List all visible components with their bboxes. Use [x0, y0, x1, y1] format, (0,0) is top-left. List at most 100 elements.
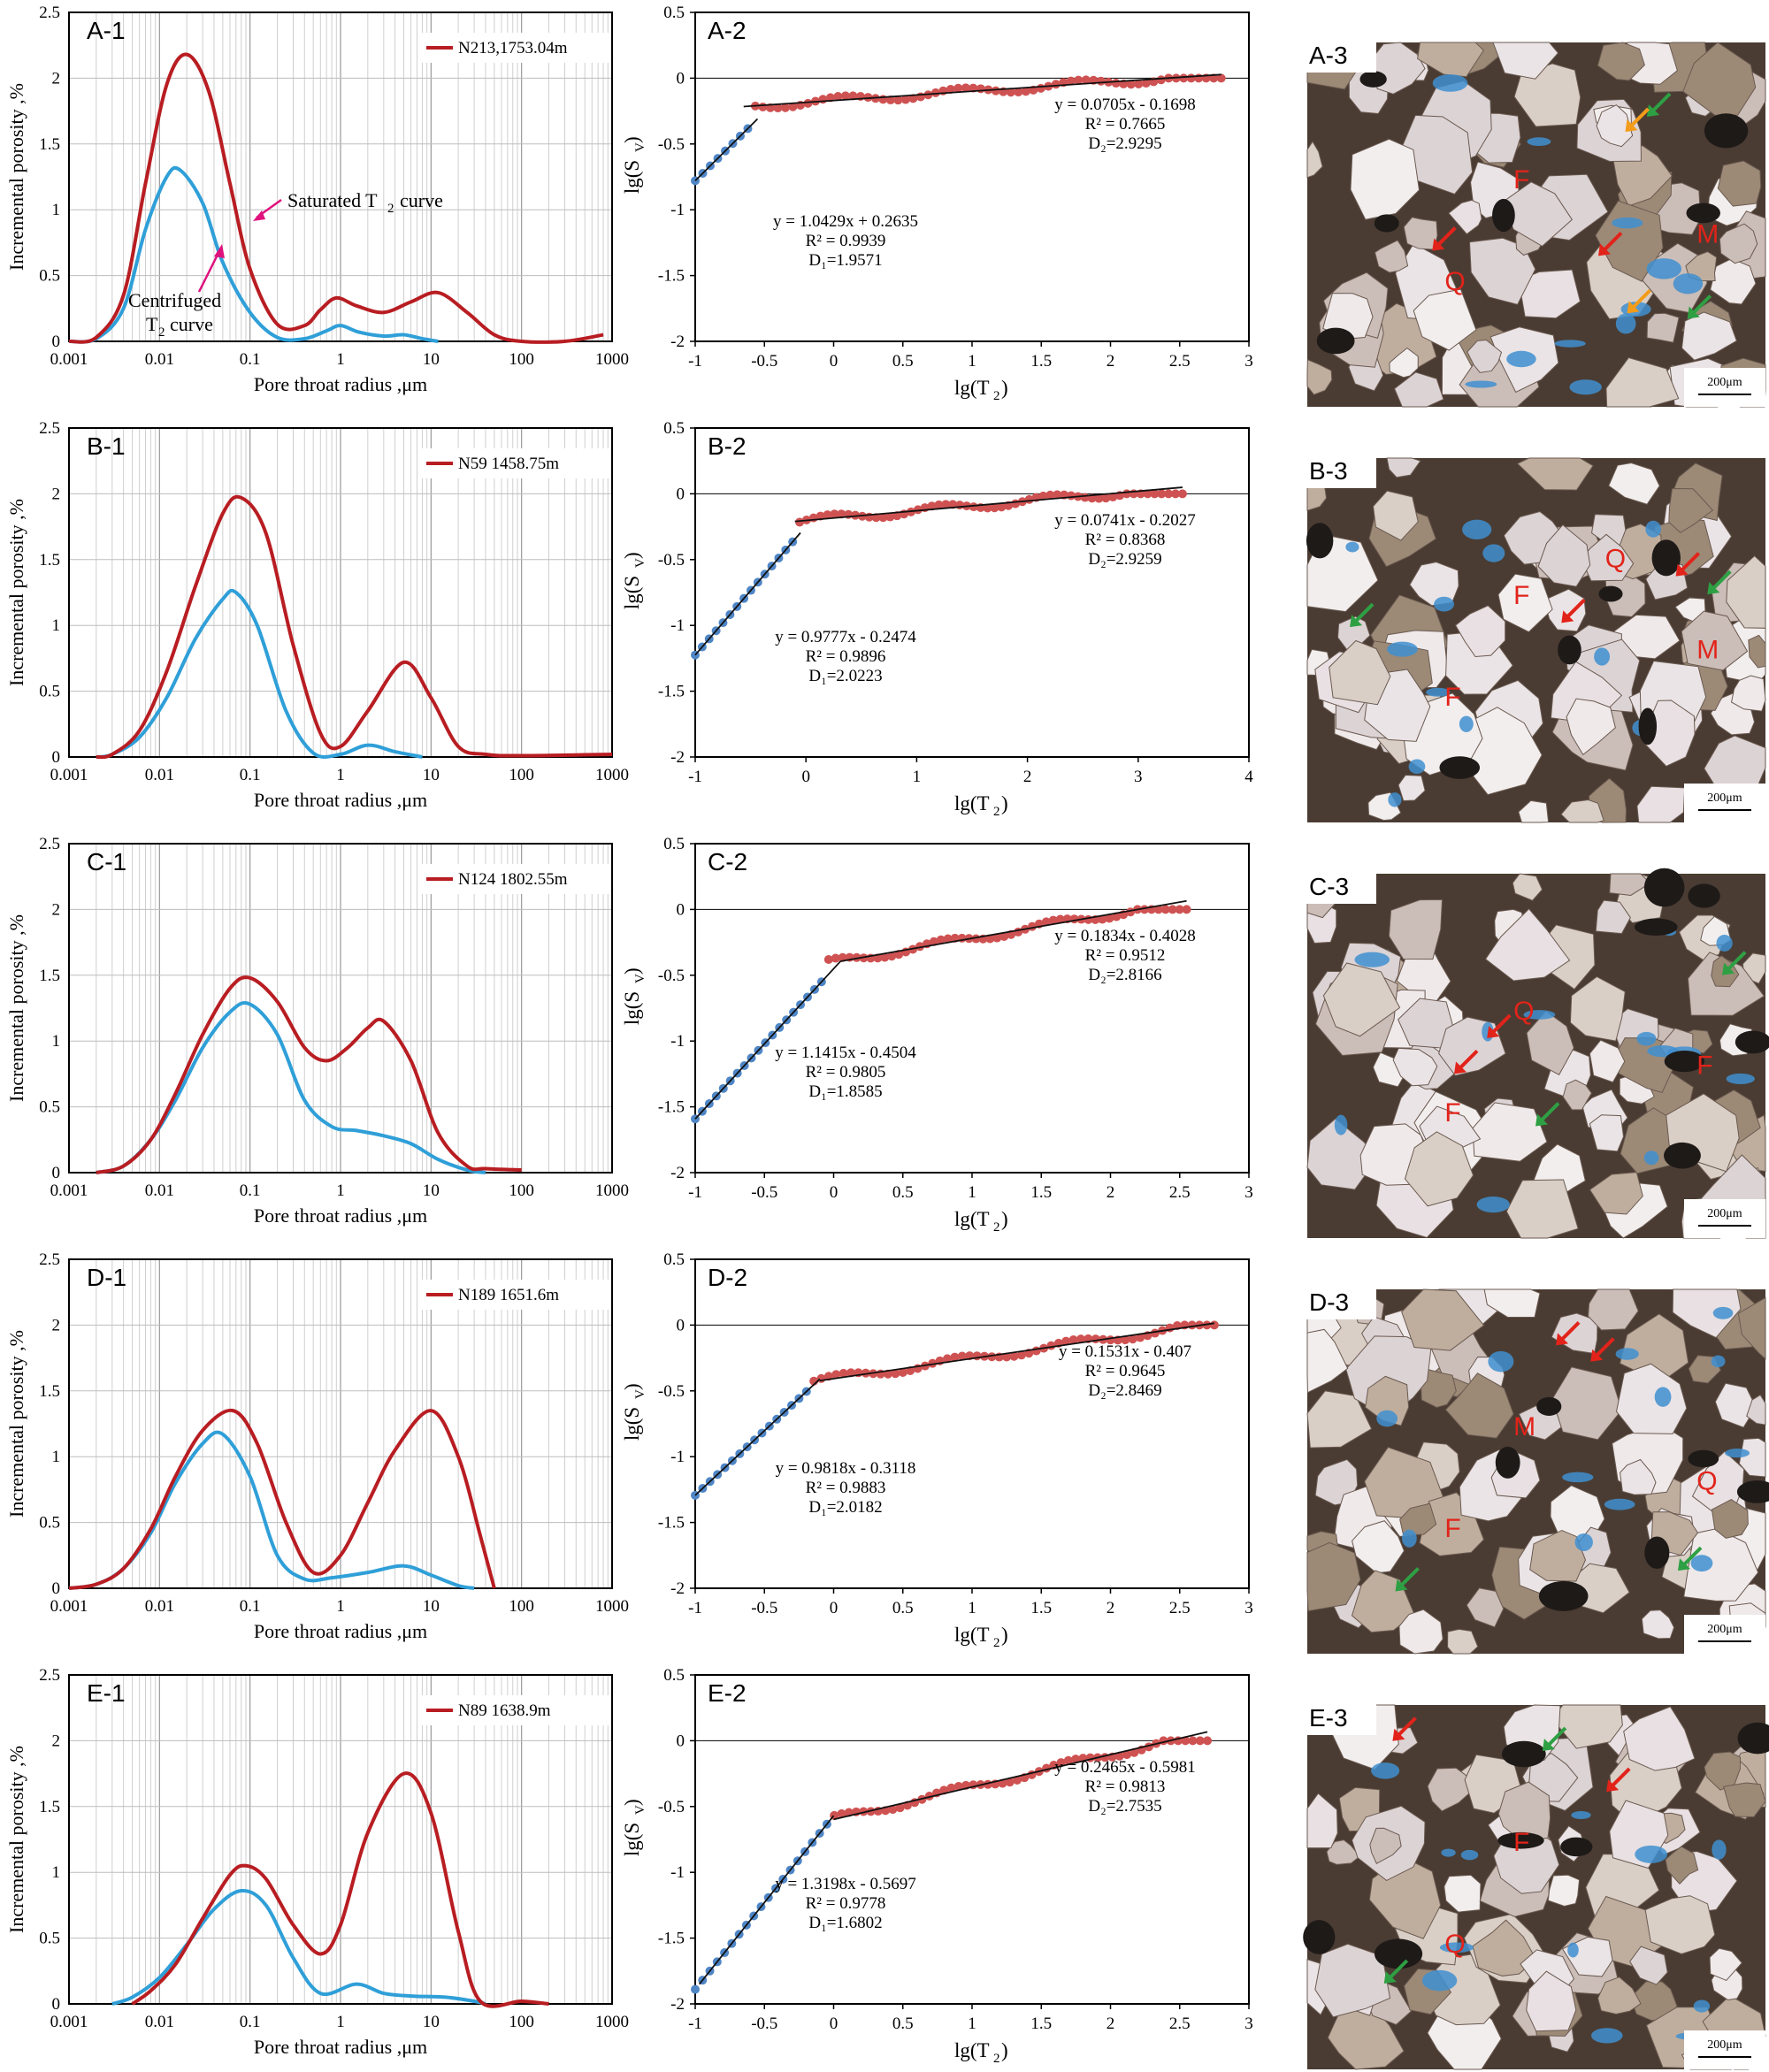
pointer-arrowhead [1606, 1779, 1620, 1793]
mineral-grain [1389, 348, 1419, 378]
data-point [1111, 79, 1121, 88]
data-point [691, 1984, 700, 1994]
mineral-grain [1569, 975, 1626, 1042]
mineral-grain [1448, 199, 1482, 235]
opaque-mineral [1634, 918, 1678, 937]
pore-space [1571, 1811, 1591, 1820]
mineral-grain [1306, 141, 1323, 179]
pore-space [1482, 544, 1505, 562]
data-point [803, 98, 813, 108]
data-point [1122, 1750, 1132, 1760]
mineral-grain [1562, 1079, 1592, 1111]
x-tick-label: 1 [336, 1597, 345, 1616]
opaque-mineral [1598, 585, 1623, 602]
opaque-mineral [1643, 868, 1685, 907]
y-tick-label: 0 [677, 1316, 685, 1334]
mineral-grain [1748, 634, 1766, 669]
y-tick-label: -1 [670, 616, 685, 635]
mineral-label: F [1696, 1051, 1712, 1081]
x-axis-label-tail: ) [1001, 1208, 1008, 1230]
x-tick-label: 100 [509, 1597, 534, 1616]
x-axis-sub: 2 [993, 1220, 1000, 1235]
y-tick-label: 1 [52, 201, 61, 219]
mineral-grain [1722, 1782, 1766, 1817]
y-tick-label: 0 [52, 748, 61, 767]
x-axis-label: Pore throat radius ,μm [254, 1620, 427, 1642]
panel-label-bg [1304, 868, 1376, 904]
mineral-grain [1427, 1767, 1471, 1812]
x-tick-label: 10 [423, 1181, 440, 1200]
y-tick-label: 2 [52, 485, 61, 503]
opaque-mineral [1704, 113, 1749, 149]
y-tick-label: -2 [670, 748, 685, 767]
saturated-curve [131, 1771, 549, 2008]
mineral-grain [1646, 312, 1680, 343]
x-tick-label: 0.5 [892, 1599, 914, 1617]
data-point [1130, 1747, 1139, 1757]
x-axis-sub: 2 [993, 1636, 1000, 1650]
data-point [895, 1803, 905, 1813]
data-point [1156, 75, 1166, 85]
data-point [848, 91, 858, 101]
pore-space [1615, 313, 1636, 334]
mineral-grain [1608, 463, 1660, 505]
pore-space [1636, 1031, 1657, 1046]
equation-2-line: R² = 0.9512 [1085, 946, 1166, 965]
equation-1-line: D₁=1.9571 [808, 251, 882, 270]
data-point [888, 1805, 898, 1815]
x-tick-label: 10 [423, 1597, 440, 1616]
legend-label: N213,1753.04m [458, 39, 568, 57]
mineral-label: F [1444, 683, 1460, 712]
opaque-mineral [1316, 327, 1355, 355]
x-tick-label: 0.01 [145, 1597, 174, 1616]
data-point [1188, 1736, 1198, 1746]
data-point [1068, 1335, 1078, 1345]
pointer-arrowhead [1627, 301, 1640, 314]
data-point [863, 93, 873, 103]
pore-space [1594, 647, 1611, 666]
mineral-label: Q [1513, 997, 1534, 1026]
plot-frame [68, 1674, 613, 2005]
data-point [818, 95, 828, 104]
x-tick-label: -0.5 [751, 1599, 777, 1617]
equation-2-line: R² = 0.8368 [1085, 531, 1166, 549]
x-tick-label: 1000 [595, 1597, 629, 1616]
x-tick-label: 0.1 [240, 350, 261, 369]
data-point [936, 935, 946, 944]
mineral-grain [1644, 1895, 1716, 1955]
x-tick-label: 0 [830, 352, 839, 371]
pointer-arrowhead [1556, 1333, 1569, 1346]
data-point [1066, 76, 1076, 86]
pore-space [1402, 1529, 1417, 1548]
scale-bar-bg [1684, 784, 1765, 822]
y-tick-label: 1 [52, 1032, 61, 1051]
mineral-grain [1641, 1609, 1675, 1640]
panel-label-bg [1304, 1700, 1376, 1735]
data-point [1045, 490, 1055, 500]
data-point [887, 952, 897, 961]
x-tick-label: 3 [1244, 352, 1253, 371]
plot-frame [68, 11, 613, 342]
mineral-grain [1589, 1039, 1626, 1083]
pointer-arrowhead [1350, 615, 1363, 628]
mineral-grain [1672, 1288, 1742, 1339]
mineral-grain [1717, 160, 1762, 207]
fit-line-1 [694, 1378, 821, 1496]
data-point [1203, 1736, 1213, 1746]
data-point [990, 503, 999, 513]
mineral-grain [1388, 898, 1444, 960]
data-point [1160, 905, 1170, 914]
opaque-mineral [1502, 1740, 1546, 1768]
mineral-grain [1668, 487, 1714, 533]
mineral-grain [1306, 359, 1333, 395]
x-tick-label: 0 [830, 1599, 839, 1617]
y-tick-label: 0.5 [663, 419, 685, 438]
x-tick-label: 100 [509, 1181, 534, 1200]
plot-frame [68, 427, 613, 758]
x-axis-label: lg(T [954, 377, 990, 399]
y-tick-label: 2 [52, 69, 61, 88]
panel-label-bg [1304, 1284, 1376, 1319]
data-point [946, 1783, 956, 1793]
equation-1-line: y = 1.0429x + 0.2635 [773, 212, 918, 231]
chart-E-2: -2-1.5-1-0.500.5-1 -0.5 0 0.5 1 1.5 2 2.5 3lg(T 2… [621, 1666, 1253, 2066]
